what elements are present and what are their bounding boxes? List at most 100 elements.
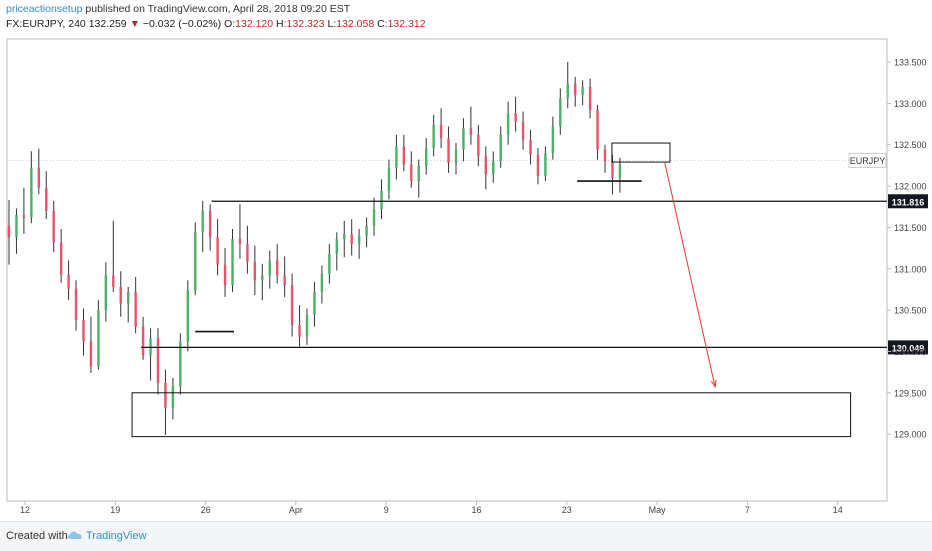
price-label-box: [888, 194, 928, 209]
projection-arrow-head: [710, 380, 717, 389]
symbol-label-box: [848, 152, 887, 168]
candle-body: [74, 288, 78, 321]
supply-box[interactable]: [611, 142, 671, 163]
tradingview-logo-icon[interactable]: [66, 528, 84, 542]
candle-body: [536, 154, 540, 177]
published-text: published on TradingView.com, April 28, …: [82, 3, 351, 15]
candle-body: [313, 291, 316, 316]
candle-body: [201, 210, 204, 233]
candle-body: [477, 134, 480, 157]
annotations-layer: [131, 142, 887, 438]
candle-body: [574, 83, 577, 96]
candle-body: [261, 275, 264, 281]
candle-body: [82, 320, 85, 342]
candle-body: [417, 166, 420, 182]
candle-body: [380, 191, 383, 210]
candle-body: [22, 214, 26, 218]
y-tick-label: 133.000: [894, 99, 927, 109]
author-link[interactable]: priceactionsetup: [6, 3, 83, 15]
candle-body: [52, 210, 55, 243]
low-value: 132.058: [336, 18, 375, 30]
y-tick-label: 129.500: [894, 388, 927, 398]
candle-body: [551, 126, 555, 153]
candle-body: [156, 338, 160, 383]
candle-body: [45, 187, 48, 211]
candle-body: [499, 134, 502, 162]
candle-body: [276, 260, 279, 276]
x-tick-label: Apr: [289, 505, 303, 515]
candle-body: [37, 167, 40, 188]
open-value: 132.120: [235, 18, 274, 30]
last-price: 132.259: [88, 18, 127, 30]
down-arrow-icon: ▼: [129, 18, 140, 30]
price-label-box: [888, 340, 928, 355]
candle-body: [171, 386, 175, 408]
high-value: 132.323: [286, 18, 325, 30]
candle-body: [246, 243, 249, 263]
candle-body: [410, 164, 413, 182]
candle-body: [127, 291, 130, 304]
y-tick-label: 131.000: [894, 264, 927, 274]
x-tick-label: 16: [471, 505, 481, 515]
created-with-label: Created with: [6, 530, 68, 542]
x-tick-label: 19: [110, 505, 120, 515]
symbol-interval: FX:EURJPY, 240: [6, 18, 86, 30]
x-tick-label: 26: [201, 505, 211, 515]
candle-body: [559, 98, 562, 127]
candle-body: [469, 128, 473, 135]
candle-body: [454, 149, 458, 163]
candle-body: [298, 324, 301, 337]
open-label: O:: [224, 18, 236, 30]
candle-body: [253, 262, 257, 281]
y-tick-label: 129.000: [894, 430, 927, 440]
candle-body: [134, 291, 137, 327]
symbol-label-text: EURJPY: [850, 156, 886, 166]
x-tick-label: 23: [562, 505, 572, 515]
candle-body: [387, 167, 391, 192]
candle-body: [492, 161, 495, 175]
x-tick-label: May: [649, 505, 667, 515]
plot-frame: [6, 38, 888, 502]
candles-layer: [7, 62, 622, 435]
y-tick-label: 132.500: [894, 140, 927, 150]
x-tick-label: 12: [20, 505, 30, 515]
price-axis[interactable]: 131.816 130.049 133.500 133.000 132.500 132.0…: [848, 58, 928, 440]
y-tick-label: 130.500: [894, 306, 927, 316]
price-chart[interactable]: 131.816 130.049 133.500 133.000 132.500 132.0…: [0, 0, 932, 520]
projection-arrow-line[interactable]: [664, 162, 716, 388]
candle-body: [544, 152, 547, 177]
candle-body: [164, 382, 167, 408]
candle-body: [357, 235, 361, 244]
candle-body: [231, 238, 234, 286]
candle-body: [335, 238, 338, 254]
candle-body: [15, 214, 18, 238]
candle-body: [529, 139, 532, 155]
close-value: 132.312: [387, 18, 426, 30]
candle-body: [402, 146, 406, 165]
candle-body: [179, 341, 182, 387]
candle-body: [223, 264, 227, 286]
time-axis[interactable]: 12 19 26 Apr 9 16 23 May 7 14: [20, 501, 843, 515]
candle-body: [596, 109, 599, 150]
candle-body: [7, 225, 11, 238]
y-tick-label: 132.000: [894, 182, 927, 192]
candle-body: [425, 148, 428, 167]
demand-zone[interactable]: [131, 392, 852, 438]
candle-body: [432, 124, 435, 149]
candle-body: [216, 237, 219, 265]
tradingview-brand-link[interactable]: TradingView: [86, 530, 147, 542]
candle-body: [350, 234, 353, 244]
candle-body: [514, 113, 517, 122]
price-label-text: 130.049: [892, 343, 925, 353]
candle-body: [328, 253, 331, 274]
candle-body: [566, 83, 569, 99]
candle-body: [194, 232, 197, 291]
ohlc-legend: FX:EURJPY, 240 132.259 ▼ −0.032 (−0.02%)…: [6, 18, 426, 30]
y-tick-label: 133.500: [894, 58, 927, 68]
publish-info: priceactionsetup published on TradingVie…: [6, 3, 350, 15]
candle-body: [395, 146, 398, 168]
candle-body: [305, 315, 309, 337]
footer-bar: Created with TradingView: [0, 521, 932, 551]
candle-body: [59, 242, 63, 275]
candle-body: [208, 210, 212, 238]
